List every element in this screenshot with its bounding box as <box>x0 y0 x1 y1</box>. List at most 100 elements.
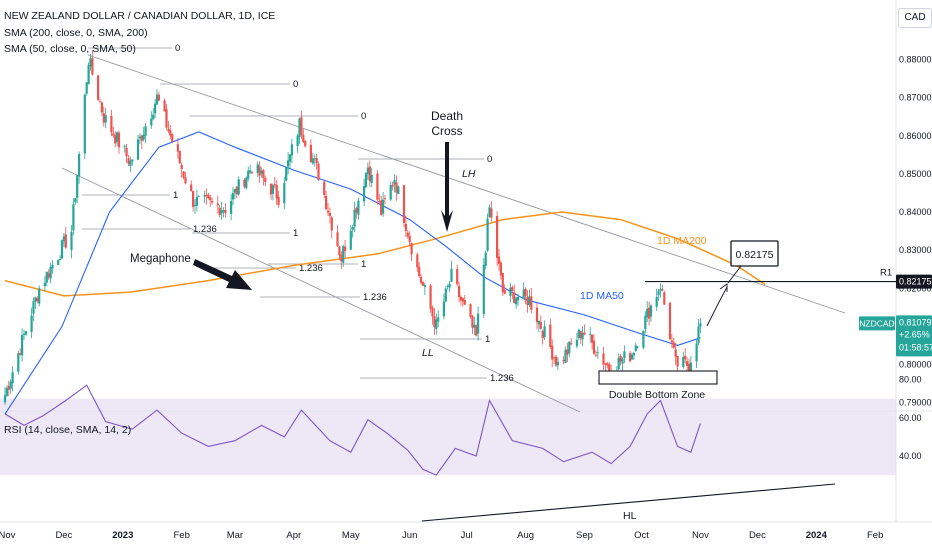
candle-body <box>231 193 235 200</box>
indicator-sma200-label[interactable]: SMA (200, close, 0, SMA, 200) <box>4 27 148 39</box>
candle-body <box>383 198 387 200</box>
candle-body <box>659 289 662 292</box>
candle-body <box>165 109 168 128</box>
candle-body <box>568 341 571 354</box>
candle-body <box>171 134 174 143</box>
candle-body <box>423 285 426 287</box>
candle-body <box>150 118 153 126</box>
candle-body <box>499 262 502 276</box>
candle-body <box>287 160 290 167</box>
candle-body <box>182 171 185 178</box>
time-tick-label: Nov <box>0 530 16 541</box>
ll-label: LL <box>422 347 434 359</box>
candle-body <box>87 65 90 85</box>
candle-body <box>45 271 48 283</box>
candle-body <box>676 356 679 367</box>
candle-body <box>459 296 463 301</box>
candle-body <box>309 144 312 163</box>
candle-body <box>689 362 692 371</box>
candle-body <box>131 159 134 162</box>
candle-body <box>190 184 193 191</box>
rsi-hl-trendline <box>421 483 836 522</box>
candle-body <box>97 75 100 100</box>
candle-body <box>488 207 491 218</box>
candle-body <box>138 136 141 139</box>
candle-body <box>38 288 41 304</box>
candle-body <box>116 132 119 142</box>
rsi-tick-label: 80.00 <box>899 375 922 385</box>
candle-body <box>376 173 379 200</box>
candle-body <box>606 363 609 366</box>
candle-body <box>482 264 485 315</box>
candle-body <box>222 210 225 212</box>
candle-body <box>74 198 77 203</box>
candle-body <box>237 179 240 195</box>
candle-body <box>461 298 464 302</box>
candle-body <box>21 335 24 356</box>
candle-body <box>591 334 594 343</box>
price-tick-label: 0.83000 <box>899 245 932 255</box>
candle-body <box>515 298 518 305</box>
double-bottom-label: Double Bottom Zone <box>609 389 705 401</box>
candle-body <box>566 349 569 355</box>
rsi-tick-label: 40.00 <box>899 451 922 461</box>
candle-body <box>290 144 293 156</box>
candle-body <box>623 351 626 359</box>
currency-button[interactable]: CAD <box>898 8 932 28</box>
candle-body <box>235 186 238 195</box>
price-tick-label: 0.87000 <box>899 93 932 103</box>
candle-body <box>497 256 501 264</box>
candle-body <box>366 167 369 175</box>
price-tick-label: 0.86000 <box>899 131 932 141</box>
candle-body <box>629 353 632 362</box>
fib-label: 0 <box>293 79 298 90</box>
candle-body <box>298 118 301 138</box>
price-tick-label: 0.79000 <box>899 398 932 408</box>
candle-body <box>697 326 700 344</box>
candle-body <box>604 363 607 365</box>
candle-body <box>129 160 132 166</box>
candle-body <box>370 174 373 183</box>
candle-body <box>410 243 413 255</box>
candle-body <box>473 324 476 328</box>
candle-body <box>657 291 660 295</box>
candle-body <box>104 115 107 123</box>
candle-body <box>43 282 46 287</box>
candle-body <box>152 114 155 120</box>
time-tick-label: Feb <box>867 530 883 541</box>
candle-body <box>123 146 126 147</box>
candle-body <box>490 208 493 218</box>
candle-body <box>250 172 254 174</box>
fib-label: 1 <box>293 228 298 239</box>
candle-body <box>195 196 198 206</box>
indicator-sma50-label[interactable]: SMA (50, close, 0, SMA, 50) <box>4 43 136 55</box>
trendline-upper <box>87 54 846 314</box>
candle-body <box>154 103 157 114</box>
candle-body <box>632 353 635 356</box>
candle-body <box>674 349 677 357</box>
candle-body <box>621 358 624 364</box>
candle-body <box>549 324 552 347</box>
current-change-text: +2.65% <box>899 329 930 339</box>
candle-body <box>30 315 33 332</box>
candle-body <box>249 170 252 173</box>
candle-body <box>397 186 400 195</box>
candle-body <box>429 285 432 309</box>
candle-body <box>216 203 219 206</box>
time-tick-label: Dec <box>749 530 766 541</box>
candle-body <box>435 319 438 329</box>
candle-body <box>389 185 392 200</box>
target-connector <box>727 265 742 284</box>
ma200-label: 1D MA200 <box>657 235 707 247</box>
candle-body <box>76 175 79 198</box>
candle-body <box>608 364 611 372</box>
candle-body <box>553 357 556 359</box>
projection-arrowhead <box>719 283 728 292</box>
candle-body <box>539 321 542 329</box>
indicator-rsi-label[interactable]: RSI (14, close, SMA, 14, 2) <box>4 424 132 436</box>
candle-body <box>264 177 267 183</box>
time-tick-label: Mar <box>227 530 243 541</box>
candle-body <box>51 264 54 269</box>
